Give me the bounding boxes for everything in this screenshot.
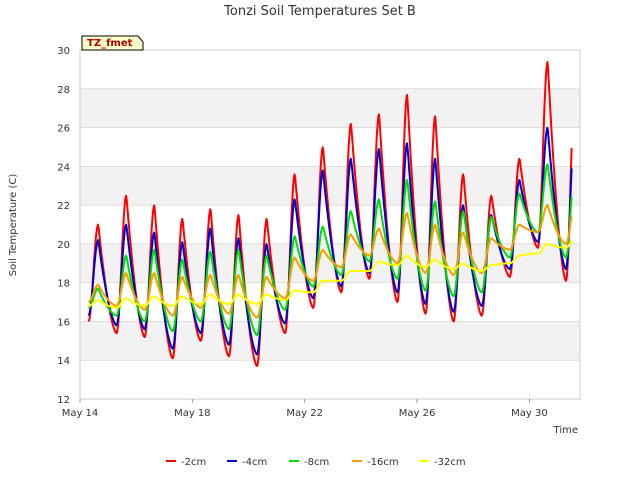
y-tick-label: 16 (57, 317, 70, 328)
legend-label: -2cm (181, 457, 206, 468)
y-tick-label: 28 (57, 85, 70, 96)
x-axis-label: Time (553, 425, 578, 436)
x-tick-label: May 18 (174, 408, 211, 419)
x-tick-label: May 30 (511, 408, 548, 419)
legend-label: -16cm (367, 457, 399, 468)
series-lines (87, 61, 573, 367)
series-line (88, 204, 573, 319)
y-tick-label: 18 (57, 279, 70, 290)
legend-label: -32cm (434, 457, 466, 468)
x-tick-label: May 22 (286, 408, 323, 419)
series-line (87, 126, 573, 356)
y-tick-label: 22 (57, 201, 70, 212)
y-tick-label: 14 (57, 356, 70, 367)
grid-band (80, 166, 580, 206)
y-axis-label: Soil Temperature (C) (8, 174, 19, 277)
x-tick-label: May 26 (399, 408, 436, 419)
x-tick-label: May 14 (62, 408, 99, 419)
legend-label: -8cm (304, 457, 329, 468)
chart-title: Tonzi Soil Temperatures Set B (223, 4, 416, 19)
legend-label: -4cm (242, 457, 267, 468)
grid-band (80, 321, 580, 361)
y-tick-label: 30 (57, 46, 70, 57)
y-axis-ticks: 12 14 16 18 20 22 24 26 28 30 (57, 46, 70, 406)
plot-border (79, 49, 581, 400)
series-line (88, 163, 573, 336)
annotation-label: TZ_fmet (87, 38, 133, 49)
grid-band (80, 88, 580, 128)
annotation-box: TZ_fmet (81, 35, 144, 51)
series-line (88, 240, 573, 309)
x-axis-ticks: May 14 May 18 May 22 May 26 May 30 (62, 399, 548, 419)
y-tick-label: 26 (57, 124, 70, 135)
legend: -2cm -4cm -8cm -16cm -32cm (166, 457, 466, 468)
y-tick-label: 24 (57, 162, 70, 173)
y-tick-label: 20 (57, 240, 70, 251)
y-tick-label: 12 (57, 395, 70, 406)
